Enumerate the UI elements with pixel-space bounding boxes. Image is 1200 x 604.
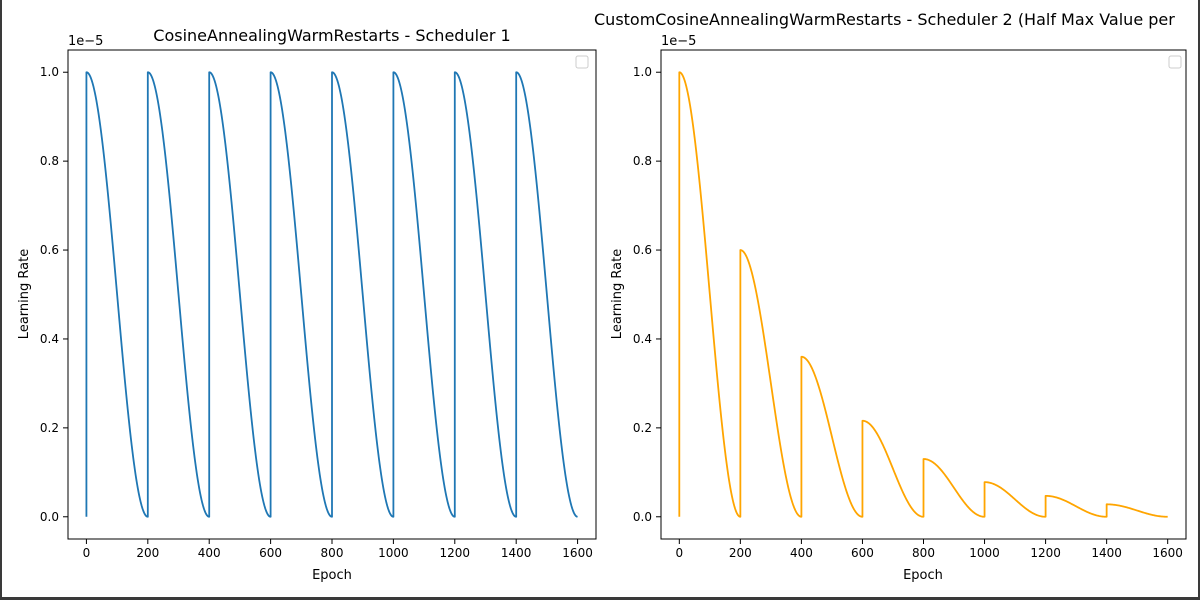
y-tick-label: 0.4 [633, 332, 652, 346]
subplot-2: CustomCosineAnnealingWarmRestarts - Sche… [594, 10, 1187, 583]
series-line [678, 71, 1168, 518]
legend-box [575, 55, 589, 69]
x-tick-label: 1200 [1030, 546, 1061, 560]
x-axis-ticks: 0 200 400 600 800 1000 1200 1400 1600 [83, 539, 593, 560]
y-offset-label: 1e−5 [661, 34, 696, 49]
series-group [85, 71, 578, 518]
x-axis-label: Epoch [903, 568, 943, 583]
y-tick-label: 0.8 [633, 154, 652, 168]
window-border-bottom [0, 597, 1200, 600]
x-tick-label: 600 [259, 546, 282, 560]
x-axis-ticks: 0 200 400 600 800 1000 1200 1400 1600 [675, 539, 1183, 560]
window-border-right [1198, 0, 1200, 600]
x-tick-label: 1200 [440, 546, 471, 560]
y-tick-label: 0.0 [40, 510, 59, 524]
x-tick-label: 1400 [501, 546, 532, 560]
x-tick-label: 400 [198, 546, 221, 560]
series-line [85, 71, 578, 518]
y-tick-label: 0.6 [633, 243, 652, 257]
x-tick-label: 800 [912, 546, 935, 560]
y-offset-label: 1e−5 [68, 34, 103, 49]
y-tick-label: 1.0 [40, 65, 59, 79]
x-tick-label: 200 [729, 546, 752, 560]
y-axis-ticks: 0.0 0.2 0.4 0.6 0.8 1.0 [633, 65, 661, 524]
x-tick-label: 0 [83, 546, 91, 560]
x-tick-label: 1600 [562, 546, 593, 560]
x-tick-label: 0 [675, 546, 683, 560]
x-tick-label: 400 [790, 546, 813, 560]
subplot-1: CosineAnnealingWarmRestarts - Scheduler … [17, 26, 597, 583]
x-tick-label: 1000 [378, 546, 409, 560]
y-tick-label: 1.0 [633, 65, 652, 79]
y-tick-label: 0.0 [633, 510, 652, 524]
y-tick-label: 0.2 [633, 421, 652, 435]
series-group [678, 71, 1168, 518]
x-tick-label: 800 [321, 546, 344, 560]
x-axis-label: Epoch [312, 568, 352, 583]
y-axis-label: Learning Rate [17, 249, 32, 339]
chart-title: CosineAnnealingWarmRestarts - Scheduler … [153, 26, 510, 45]
x-tick-label: 1600 [1152, 546, 1183, 560]
x-tick-label: 1000 [969, 546, 1000, 560]
y-axis-label: Learning Rate [610, 249, 625, 339]
y-axis-ticks: 0.0 0.2 0.4 0.6 0.8 1.0 [40, 65, 68, 524]
x-tick-label: 600 [851, 546, 874, 560]
y-tick-label: 0.4 [40, 332, 59, 346]
x-tick-label: 1400 [1091, 546, 1122, 560]
y-tick-label: 0.2 [40, 421, 59, 435]
y-tick-label: 0.8 [40, 154, 59, 168]
y-tick-label: 0.6 [40, 243, 59, 257]
window-border-left [0, 0, 2, 600]
x-tick-label: 200 [136, 546, 159, 560]
chart-title: CustomCosineAnnealingWarmRestarts - Sche… [594, 10, 1175, 29]
legend-box [1168, 55, 1182, 69]
